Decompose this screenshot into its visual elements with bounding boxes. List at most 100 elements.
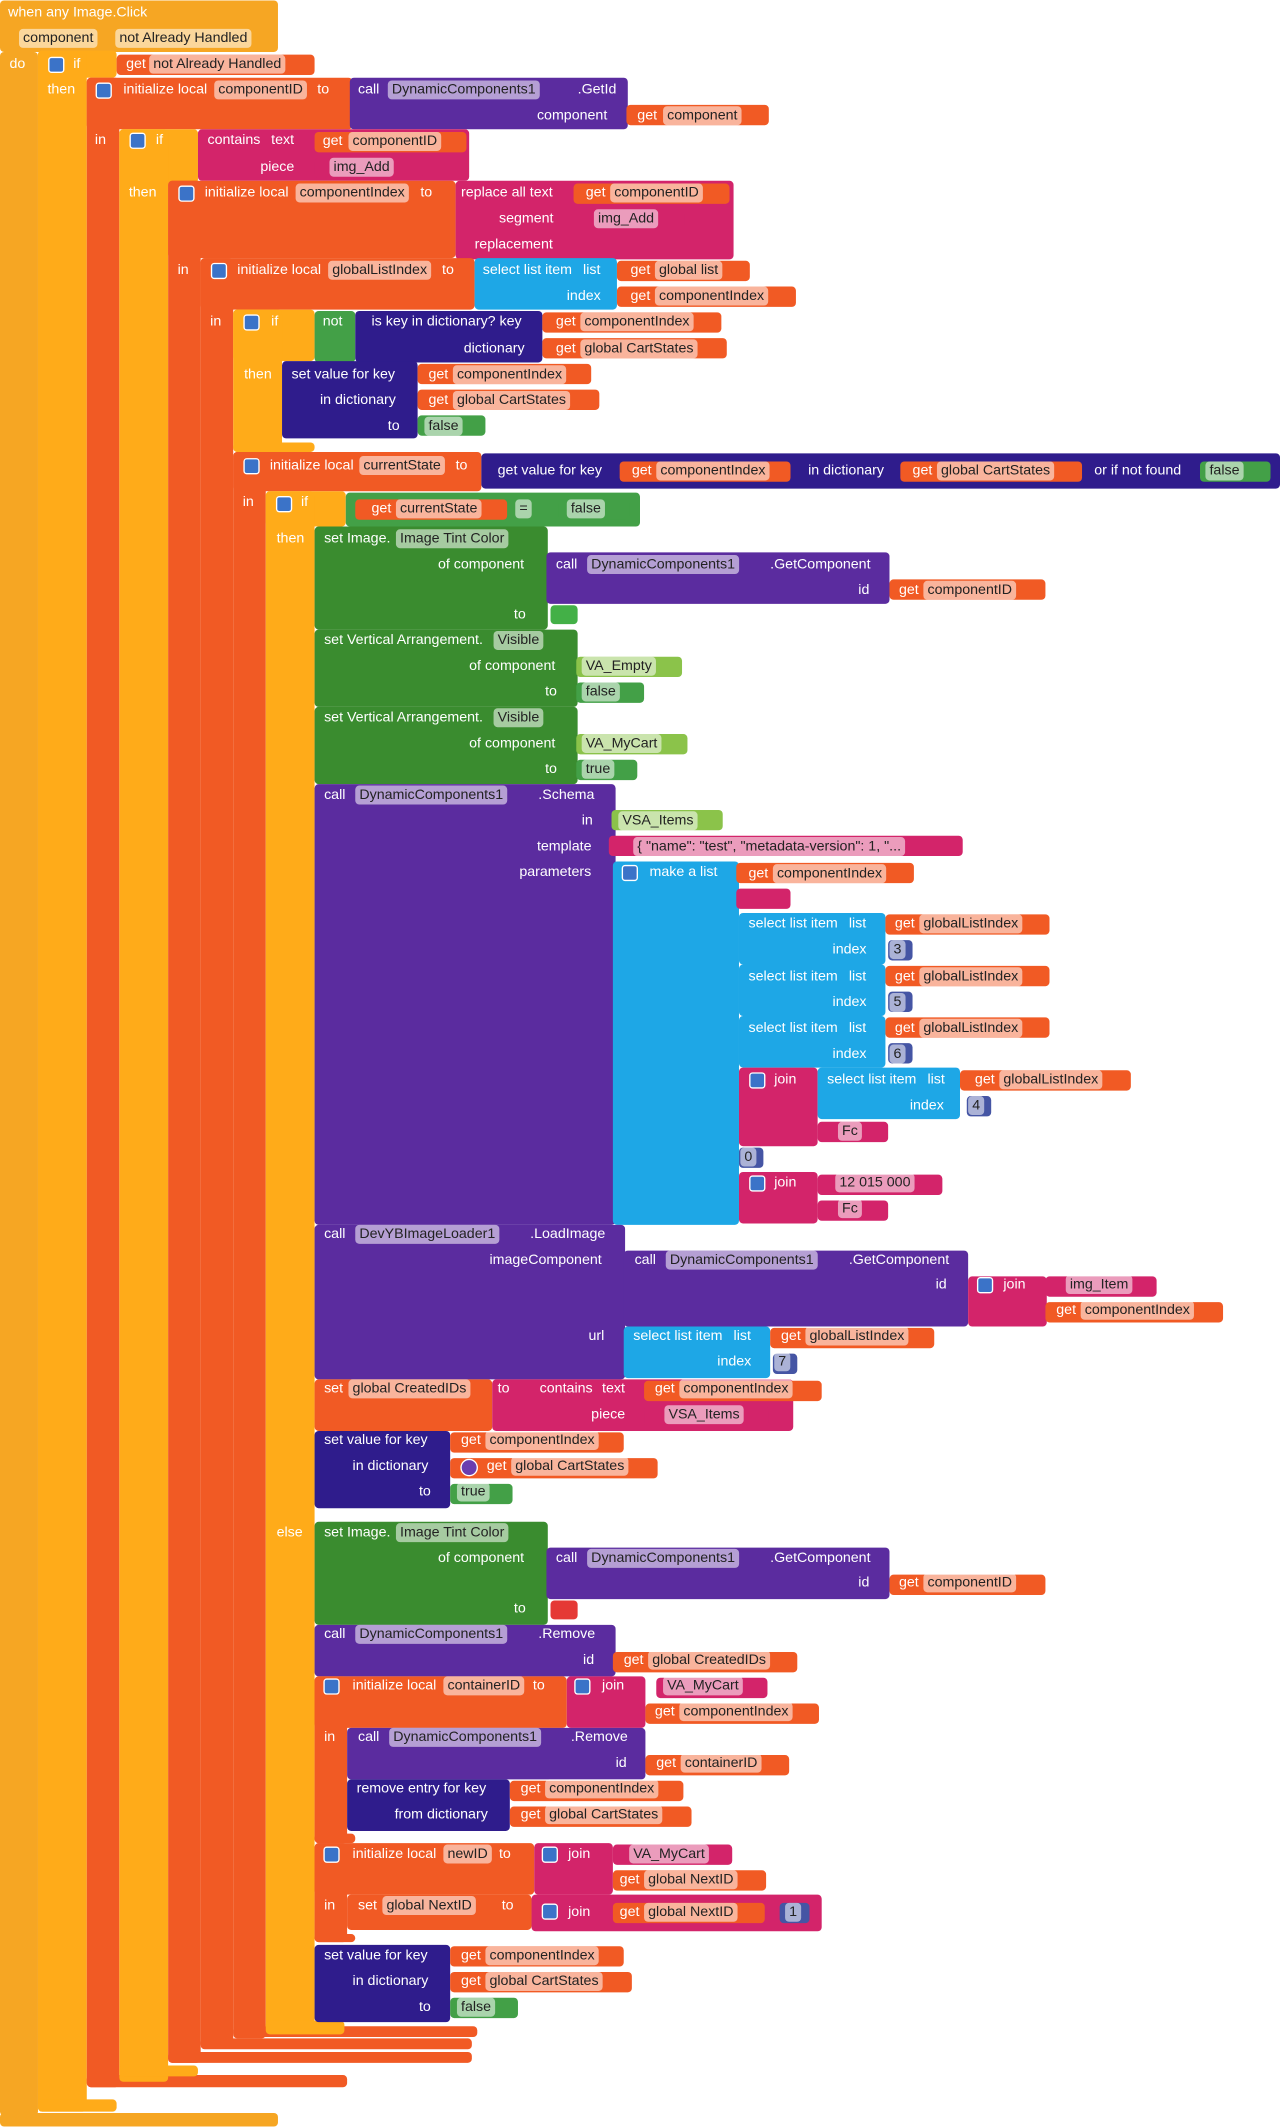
field-box xyxy=(295,183,409,203)
field-box xyxy=(581,656,656,676)
field-box xyxy=(545,1779,659,1799)
block-label: list xyxy=(849,968,866,984)
block-label: initialize local xyxy=(123,82,207,98)
field-value: containerID xyxy=(447,1678,520,1694)
field-value: Visible xyxy=(498,710,540,726)
block-label: get xyxy=(487,1458,507,1474)
field-value: { "name": "test", "metadata-version": 1,… xyxy=(637,838,901,854)
field-box xyxy=(355,785,508,805)
field-value: componentIndex xyxy=(584,314,689,330)
field-value: global NextID xyxy=(648,1904,733,1920)
field-value: img_Add xyxy=(598,211,654,227)
field-box xyxy=(355,1224,500,1244)
block-label: select list item xyxy=(633,1328,722,1344)
field-box xyxy=(679,1702,793,1722)
field-box xyxy=(395,529,509,549)
field-box xyxy=(644,1870,738,1890)
field-value: 3 xyxy=(894,941,902,957)
block-label: imageComponent xyxy=(489,1252,601,1268)
field-value: false xyxy=(571,501,601,517)
block-label: in xyxy=(324,1897,335,1913)
block-label: call xyxy=(324,787,345,803)
block-label: list xyxy=(927,1072,944,1088)
mutator-icon xyxy=(323,1678,340,1695)
block xyxy=(168,180,201,2063)
field-value: component xyxy=(667,107,737,123)
block-label: get xyxy=(975,1072,995,1088)
field-box xyxy=(329,157,394,177)
block-label: in dictionary xyxy=(353,1458,430,1474)
field-box xyxy=(663,106,742,126)
block-label: get xyxy=(655,1703,675,1719)
field-box xyxy=(1205,461,1244,481)
field-box xyxy=(214,80,307,100)
block-label: replace all text xyxy=(461,185,553,201)
block-label: get xyxy=(748,865,768,881)
field-value: DynamicComponents1 xyxy=(359,1626,503,1642)
field-value: Visible xyxy=(498,632,540,648)
block-label: select list item xyxy=(827,1072,916,1088)
field-box xyxy=(1065,1275,1133,1295)
mutator-icon xyxy=(541,1903,558,1920)
block-label: get xyxy=(637,107,657,123)
block-label: url xyxy=(588,1328,604,1344)
block xyxy=(474,258,617,310)
block-label: list xyxy=(734,1328,751,1344)
block-label: in dictionary xyxy=(808,463,885,479)
block-label: then xyxy=(244,366,272,382)
block-label: call xyxy=(324,1626,345,1642)
field-box xyxy=(648,1650,771,1670)
field-box xyxy=(654,286,769,306)
block xyxy=(314,310,356,363)
block-label: initialize local xyxy=(205,185,289,201)
block-label: get xyxy=(461,1947,481,1963)
block-label: set value for key xyxy=(324,1947,428,1963)
field-value: Image Tint Color xyxy=(400,531,505,547)
field-value: not Already Handled xyxy=(119,30,247,46)
block xyxy=(347,1779,510,1831)
field-box xyxy=(835,1173,915,1193)
field-box xyxy=(774,1352,791,1372)
field-value: componentIndex xyxy=(300,185,405,201)
block-label: set value for key xyxy=(324,1432,428,1448)
block-label: replacement xyxy=(475,236,553,252)
field-value: 0 xyxy=(744,1149,752,1165)
block-label: remove entry for key xyxy=(357,1781,487,1797)
block-label: .GetId xyxy=(578,82,617,98)
field-box xyxy=(580,312,694,332)
block-label: call xyxy=(556,1550,577,1566)
block-label: to xyxy=(514,606,526,622)
block-label: component xyxy=(537,107,607,123)
block-label: get xyxy=(632,463,652,479)
block xyxy=(37,50,87,2112)
field-box xyxy=(456,1482,490,1502)
field-value: true xyxy=(586,761,611,777)
block-label: of component xyxy=(469,658,555,674)
block xyxy=(612,861,739,1225)
field-box xyxy=(485,1971,603,1991)
block xyxy=(233,451,266,2039)
field-value: VA_MyCart xyxy=(667,1678,739,1694)
mutator-icon xyxy=(323,1846,340,1863)
field-value: global CreatedIDs xyxy=(652,1652,766,1668)
block-label: then xyxy=(277,531,305,547)
field-box xyxy=(923,580,1017,600)
field-value: globalListIndex xyxy=(923,968,1018,984)
field-box xyxy=(593,209,659,229)
field-box xyxy=(679,1379,793,1399)
field-value: 4 xyxy=(972,1097,980,1113)
field-box xyxy=(581,759,615,779)
block-label: set xyxy=(324,1381,343,1397)
field-box xyxy=(663,1676,743,1696)
block-label: index xyxy=(717,1354,751,1370)
block-label: index xyxy=(910,1097,944,1113)
field-box xyxy=(654,260,723,280)
mutator-icon xyxy=(749,1072,766,1089)
block-label: set value for key xyxy=(292,366,396,382)
block-label: get xyxy=(428,392,448,408)
field-value: global CartStates xyxy=(489,1973,598,1989)
field-value: Image Tint Color xyxy=(400,1524,505,1540)
field-box xyxy=(936,461,1055,481)
block xyxy=(282,361,418,439)
block xyxy=(314,526,548,630)
